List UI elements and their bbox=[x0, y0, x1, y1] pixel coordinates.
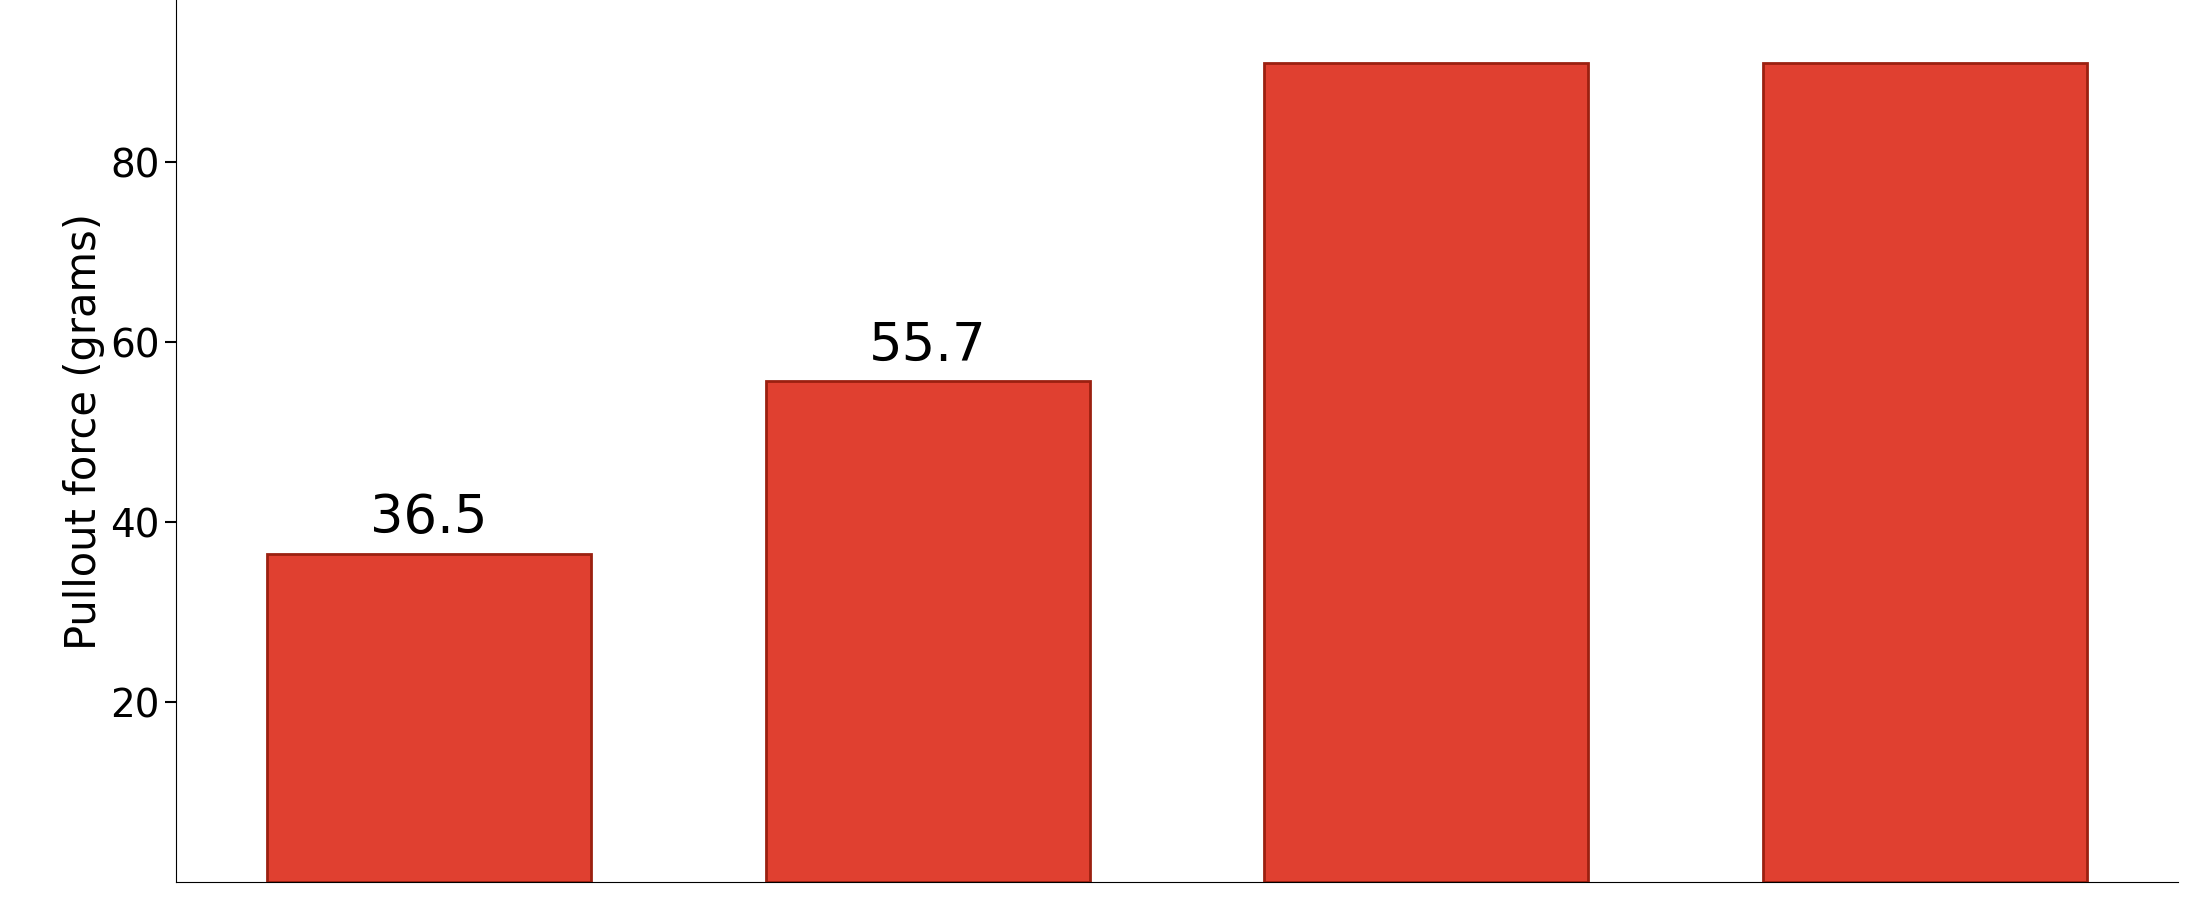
Text: 36.5: 36.5 bbox=[370, 492, 488, 544]
Bar bbox=[1265, 63, 1588, 882]
Text: 55.7: 55.7 bbox=[869, 320, 986, 372]
Bar bbox=[266, 554, 592, 882]
Y-axis label: Pullout force (grams): Pullout force (grams) bbox=[64, 213, 106, 651]
Bar bbox=[1762, 63, 2088, 882]
Bar bbox=[766, 381, 1089, 882]
